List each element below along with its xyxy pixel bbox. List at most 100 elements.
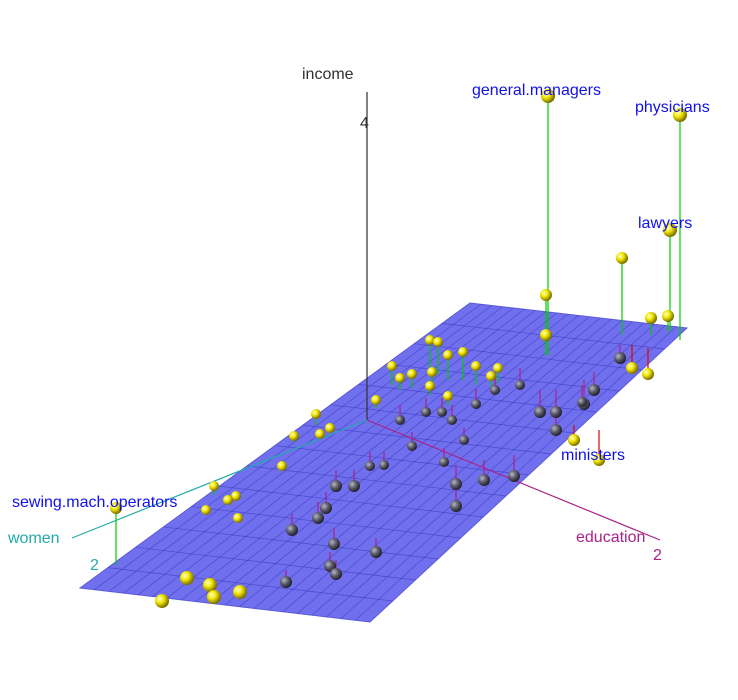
- data-point-above-plane: [407, 369, 417, 379]
- data-point-below-plane: [312, 512, 324, 524]
- data-point-below-plane: [447, 415, 457, 425]
- data-point-above-plane: [626, 362, 638, 374]
- data-point-above-plane: [289, 431, 299, 441]
- data-point-above-plane: [458, 347, 468, 357]
- point-label-sewing-mach-operators: sewing.mach.operators: [12, 494, 177, 511]
- plane-grid-line: [442, 323, 665, 350]
- plane-grid-line: [274, 445, 529, 476]
- data-point-above-plane: [180, 571, 194, 585]
- plane-grid-line: [163, 526, 438, 560]
- data-point-above-plane: [493, 363, 503, 373]
- data-point-above-plane: [433, 337, 443, 347]
- data-point-above-plane: [443, 391, 453, 401]
- data-point-above-plane: [233, 513, 243, 523]
- data-point-below-plane: [407, 441, 417, 451]
- data-point-above-plane: [663, 223, 677, 237]
- data-point-below-plane: [534, 406, 546, 418]
- data-point-above-plane: [207, 590, 221, 604]
- data-point-above-plane: [155, 594, 169, 608]
- data-point-below-plane: [471, 399, 481, 409]
- data-point-below-plane: [395, 415, 405, 425]
- women-tick-label: 2: [90, 557, 99, 574]
- data-point-below-plane: [439, 457, 449, 467]
- women-axis-label: women: [7, 530, 60, 547]
- data-point-above-plane: [395, 373, 405, 383]
- data-point-below-plane: [450, 500, 462, 512]
- data-point-below-plane: [508, 470, 520, 482]
- data-point-below-plane: [379, 460, 389, 470]
- data-point-above-plane: [110, 502, 122, 514]
- data-point-above-plane: [568, 434, 580, 446]
- income-axis-label: income: [302, 66, 354, 83]
- data-point-below-plane: [614, 352, 626, 364]
- data-point-above-plane: [203, 578, 217, 592]
- plane-grid-line: [386, 363, 620, 392]
- point-label-lawyers: lawyers: [638, 215, 692, 232]
- data-point-below-plane: [330, 480, 342, 492]
- plane-grid-line: [191, 506, 461, 539]
- data-point-above-plane: [540, 289, 552, 301]
- data-point-below-plane: [478, 474, 490, 486]
- data-point-above-plane: [209, 481, 219, 491]
- data-point-above-plane: [371, 395, 381, 405]
- data-point-below-plane: [550, 424, 562, 436]
- plane-grid-line: [135, 546, 416, 581]
- data-point-above-plane: [387, 361, 397, 371]
- data-point-above-plane: [541, 89, 555, 103]
- data-point-below-plane: [450, 478, 462, 490]
- data-point-above-plane: [315, 429, 325, 439]
- data-point-below-plane: [330, 568, 342, 580]
- data-point-below-plane: [320, 502, 332, 514]
- data-point-below-plane: [421, 407, 431, 417]
- data-point-above-plane: [486, 371, 496, 381]
- data-point-below-plane: [365, 461, 375, 471]
- data-point-below-plane: [348, 480, 360, 492]
- data-point-below-plane: [286, 524, 298, 536]
- plane-grid-line: [107, 567, 393, 602]
- data-point-above-plane: [231, 491, 241, 501]
- data-point-below-plane: [577, 397, 587, 407]
- data-point-above-plane: [425, 335, 435, 345]
- plane-grid-line: [219, 485, 484, 518]
- data-point-above-plane: [645, 312, 657, 324]
- plane-grid-line: [414, 343, 642, 371]
- data-point-above-plane: [325, 423, 335, 433]
- data-point-below-plane: [490, 385, 500, 395]
- data-point-above-plane: [427, 367, 437, 377]
- points-layer: [110, 89, 687, 608]
- data-point-above-plane: [616, 252, 628, 264]
- data-point-above-plane: [201, 505, 211, 515]
- women-axis-line: [71, 419, 368, 539]
- data-point-above-plane: [593, 454, 605, 466]
- data-point-below-plane: [550, 406, 562, 418]
- data-point-above-plane: [540, 329, 552, 341]
- data-point-below-plane: [515, 380, 525, 390]
- data-point-below-plane: [459, 435, 469, 445]
- data-point-below-plane: [437, 407, 447, 417]
- data-point-above-plane: [673, 108, 687, 122]
- data-point-above-plane: [425, 381, 435, 391]
- plane-grid: [94, 303, 677, 621]
- data-point-above-plane: [223, 495, 233, 505]
- data-point-above-plane: [662, 310, 674, 322]
- point-label-ministers: ministers: [561, 447, 625, 464]
- data-point-above-plane: [233, 585, 247, 599]
- data-point-above-plane: [277, 461, 287, 471]
- plane-grid-line: [302, 424, 552, 455]
- data-point-above-plane: [471, 361, 481, 371]
- point-label-general-managers: general.managers: [472, 82, 601, 99]
- education-tick-label: 2: [653, 547, 662, 564]
- data-point-above-plane: [642, 368, 654, 380]
- point-label-physicians: physicians: [635, 99, 710, 116]
- education-axis-label: education: [576, 529, 645, 546]
- data-point-below-plane: [328, 538, 340, 550]
- income-tick-label: 4: [360, 115, 369, 132]
- data-point-below-plane: [280, 576, 292, 588]
- data-point-below-plane: [588, 384, 600, 396]
- data-point-above-plane: [311, 409, 321, 419]
- data-point-below-plane: [370, 546, 382, 558]
- data-point-above-plane: [443, 350, 453, 360]
- plane-grid-line: [247, 465, 506, 497]
